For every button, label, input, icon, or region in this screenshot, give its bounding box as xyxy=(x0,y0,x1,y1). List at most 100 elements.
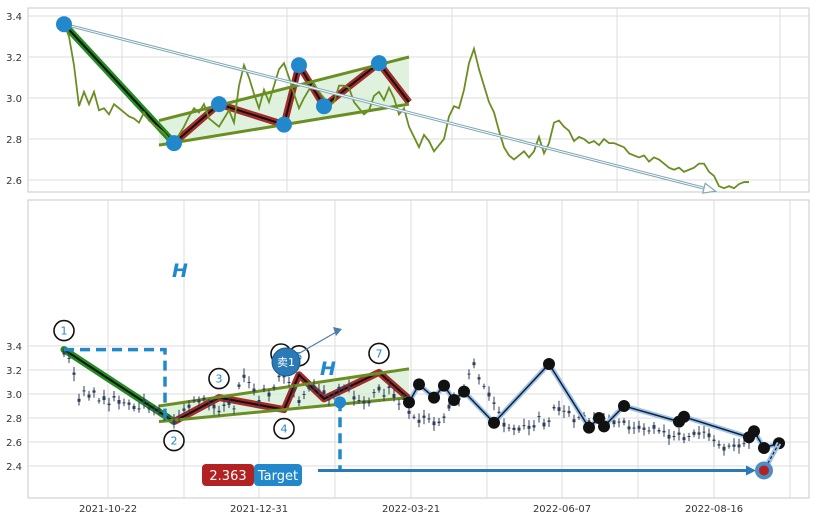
candle-body xyxy=(307,386,311,390)
trend-arrow xyxy=(63,22,718,194)
candle-body xyxy=(272,386,276,389)
candle-body xyxy=(397,403,401,405)
candle-body xyxy=(212,404,216,409)
candle-body xyxy=(532,425,536,428)
sell-pointer-line xyxy=(297,330,339,355)
candle-body xyxy=(332,394,336,397)
sell-pointer-head xyxy=(333,327,342,336)
target-badge: 2.363 Target xyxy=(202,464,302,486)
pivot-point xyxy=(748,425,760,438)
candle-body xyxy=(712,439,716,442)
channel-upper-line xyxy=(158,367,410,408)
candle-body xyxy=(362,400,366,404)
pivot-point xyxy=(448,394,460,406)
candle-body xyxy=(372,392,376,394)
pivot-point xyxy=(678,410,690,423)
candle-body xyxy=(477,377,481,380)
pattern-annotations: 123457HH卖1 xyxy=(53,260,773,480)
candle-body xyxy=(732,444,736,447)
pivot-point xyxy=(438,379,450,392)
candle-body xyxy=(507,427,511,429)
candle-body xyxy=(167,416,171,418)
candle-body xyxy=(287,382,291,383)
pattern-first-leg-core xyxy=(63,23,175,144)
candle-body xyxy=(252,388,256,392)
candle-body xyxy=(227,401,231,405)
trend-arrow-head xyxy=(701,182,718,194)
pivot-point xyxy=(543,358,555,370)
candle-body xyxy=(687,436,691,437)
candle-body xyxy=(702,431,706,433)
top-panel-frame xyxy=(27,7,810,193)
candle-body xyxy=(517,427,521,431)
pivot-point xyxy=(758,442,770,454)
candle-body xyxy=(557,407,561,411)
bottom-y-tick-label: 2.6 xyxy=(6,438,22,449)
candle-body xyxy=(202,397,206,400)
candle-body xyxy=(367,401,371,404)
pattern-point-label: 7 xyxy=(376,347,383,360)
candle-body xyxy=(577,416,581,418)
pivot-point xyxy=(583,421,595,434)
pattern-point-label: 4 xyxy=(281,423,288,436)
bottom-x-axis: 2021-10-22 2021-12-31 2022-03-21 2022-06-07… xyxy=(79,504,743,515)
pivot-point xyxy=(618,400,630,412)
candle-body xyxy=(707,433,711,438)
candle-body xyxy=(472,362,476,366)
pivot-point xyxy=(598,420,610,433)
candle-body xyxy=(62,350,66,355)
height-bracket-left xyxy=(64,347,167,422)
pivot-point xyxy=(488,416,500,429)
bottom-y-tick-label: 3.2 xyxy=(6,366,22,377)
pattern-point-label-circle xyxy=(208,367,230,390)
candle-body xyxy=(247,382,251,383)
top-y-tick-label: 3.2 xyxy=(6,53,22,64)
candle-body xyxy=(437,421,441,424)
close-price-line xyxy=(63,23,749,190)
candle-body xyxy=(662,430,666,433)
candle-body xyxy=(427,418,431,420)
candle-body xyxy=(352,396,356,400)
target-marker-inner xyxy=(759,465,769,476)
candle-body xyxy=(357,400,361,401)
pattern-point-label-circle xyxy=(273,417,295,440)
pattern-channel-fill xyxy=(159,368,409,422)
candle-body xyxy=(177,415,181,417)
pivot-zigzag xyxy=(403,358,785,472)
candle-body xyxy=(497,411,501,414)
candle-body xyxy=(482,386,486,388)
candle-body xyxy=(117,400,121,404)
candle-body xyxy=(672,436,676,437)
bottom-panel-frame xyxy=(27,199,810,499)
candle-body xyxy=(722,446,726,451)
pattern-point-marker xyxy=(56,16,72,33)
candle-body xyxy=(327,398,331,401)
candle-body xyxy=(82,390,86,392)
candle-body xyxy=(67,358,71,359)
bottom-x-tick-label: 2022-03-21 xyxy=(382,504,440,515)
candle-body xyxy=(527,425,531,429)
candle-body xyxy=(147,407,151,410)
candle-body xyxy=(377,386,381,391)
candle-body xyxy=(142,399,146,403)
pattern-point-label: 3 xyxy=(216,373,223,386)
pattern-point-label: 2 xyxy=(171,435,178,448)
target-label: Target xyxy=(257,469,298,484)
pattern-point-marker xyxy=(291,57,307,74)
candle-body xyxy=(197,399,201,403)
candle-body xyxy=(267,392,271,397)
candle-body xyxy=(292,389,296,392)
candle-body xyxy=(572,419,576,423)
candle-body xyxy=(617,421,621,423)
candle-body xyxy=(122,402,126,404)
pattern-point-label-circle xyxy=(368,342,390,365)
pattern-point-label-circle xyxy=(53,319,75,342)
candle-body xyxy=(727,445,731,447)
candle-body xyxy=(447,404,451,409)
candle-body xyxy=(622,420,626,423)
target-arrow-head xyxy=(746,465,756,476)
candle-body xyxy=(137,408,141,410)
candle-body xyxy=(112,396,116,398)
candle-body xyxy=(442,416,446,418)
candle-body xyxy=(172,420,176,425)
